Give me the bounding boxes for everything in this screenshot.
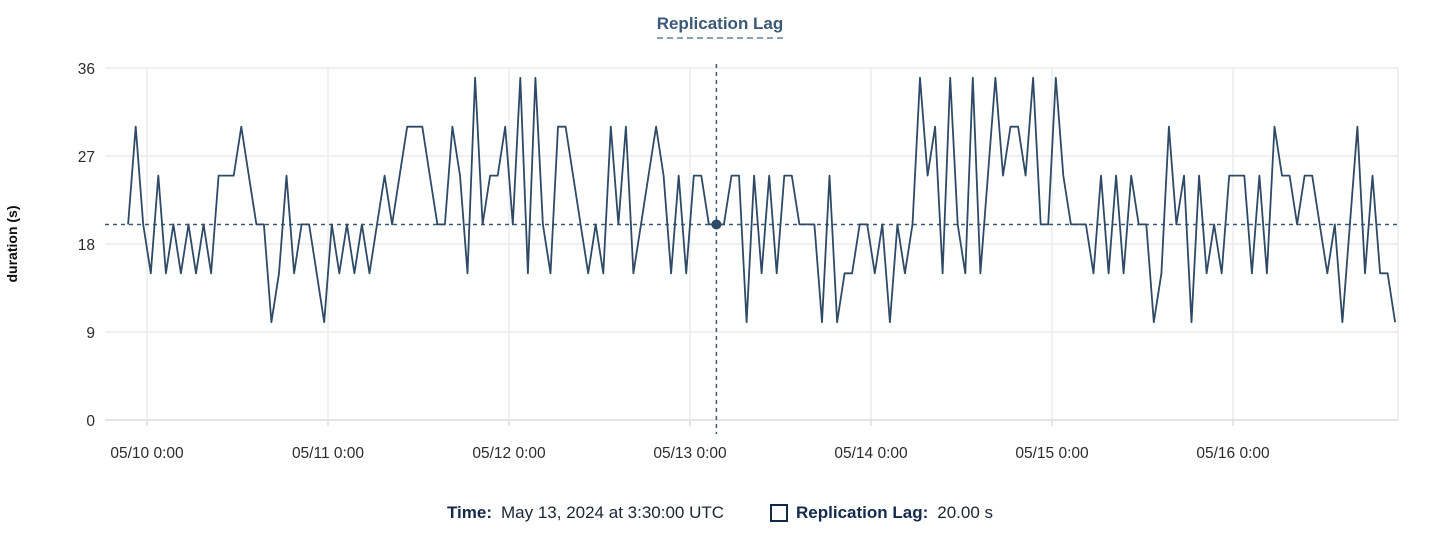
y-tick-label: 18 (78, 237, 95, 254)
series-legend-square-icon (770, 504, 789, 522)
tooltip-series-label: Replication Lag: (796, 503, 929, 522)
replication-lag-series-line[interactable] (127, 76, 1396, 324)
y-tick-label: 36 (78, 61, 95, 78)
x-tick-label: 05/15 0:00 (1015, 445, 1089, 462)
crosshair-tooltip: Time: May 13, 2024 at 3:30:00 UTC Replic… (0, 503, 1440, 523)
selected-point-dot[interactable] (711, 219, 722, 230)
y-tick-label: 0 (86, 413, 95, 430)
tooltip-time-label: Time: (446, 503, 492, 522)
x-tick-label: 05/14 0:00 (834, 445, 908, 462)
y-tick-label: 27 (78, 149, 95, 166)
line-chart-plot-area[interactable]: 0 9 18 27 36 05/10 0:00 05/11 0:00 05/12 0:00 05… (0, 0, 1440, 480)
y-tick-label: 9 (86, 325, 95, 342)
x-tick-label: 05/10 0:00 (110, 445, 184, 462)
chart-title-bar: Replication Lag (0, 14, 1440, 39)
tooltip-time-value: May 13, 2024 at 3:30:00 UTC (501, 503, 725, 522)
x-tick-label: 05/12 0:00 (472, 445, 546, 462)
tooltip-series-value: 20.00 s (937, 503, 994, 522)
x-tick-label: 05/11 0:00 (292, 445, 364, 462)
chart-title-legend-toggle[interactable]: Replication Lag (656, 14, 784, 39)
x-tick-label: 05/16 0:00 (1196, 445, 1270, 462)
x-tick-label: 05/13 0:00 (653, 445, 727, 462)
